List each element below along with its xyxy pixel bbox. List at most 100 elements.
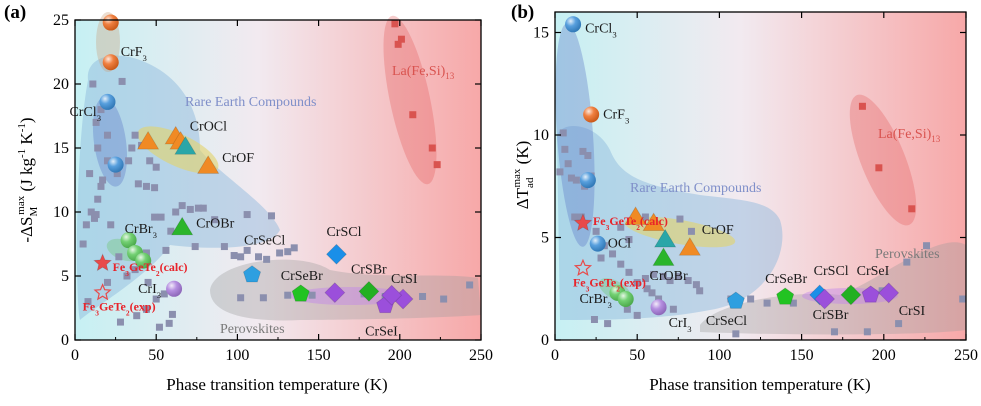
region-label-perovskites: Perovskites (875, 247, 940, 262)
material-label-crsei: CrSeI (857, 264, 890, 279)
marker-material-shine (102, 14, 119, 31)
reference-point (643, 285, 651, 293)
reference-point (151, 213, 159, 221)
x-tick-label: 250 (954, 347, 978, 364)
reference-point (584, 152, 592, 159)
reference-point (186, 205, 194, 213)
reference-point (94, 144, 102, 152)
reference-point (103, 131, 111, 139)
x-axis-label-a: Phase transition temperature (K) (166, 375, 387, 394)
background-points-a (79, 20, 474, 331)
reference-point (397, 35, 405, 43)
reference-point (863, 328, 871, 336)
reference-point (567, 174, 575, 182)
reference-point (82, 221, 90, 229)
marker-cri3-shine (166, 280, 183, 297)
reference-point (284, 291, 292, 299)
reference-point (118, 77, 126, 85)
reference-point (895, 320, 903, 328)
panel-label-a: (a) (4, 2, 26, 23)
reference-point (84, 298, 92, 306)
marker-crof (678, 236, 702, 256)
reference-point (86, 170, 94, 178)
reference-point (625, 236, 633, 244)
marker-material-shine (579, 172, 596, 189)
material-label-ocl: OCl (608, 237, 631, 252)
reference-point (923, 242, 931, 250)
region-shapes-b (555, 23, 966, 335)
marker-crsebr (776, 287, 795, 305)
axes-a: 0 50 100 150 200 250 0 5 10 15 20 25 (53, 12, 493, 364)
y-tick-label: 5 (61, 268, 69, 285)
reference-point (243, 246, 251, 254)
reference-point (419, 292, 427, 300)
marker-fe3gete2-exp (573, 258, 593, 276)
reference-point (263, 255, 271, 263)
y-tick-label: 10 (533, 127, 549, 144)
marker-crsbr (358, 280, 380, 302)
material-labels-b: CrCl3CrF3OClFe3GeTe2(calc)Fe3GeTe2(exp)C… (573, 21, 926, 334)
reference-point (211, 216, 219, 224)
reference-point (692, 281, 700, 289)
reference-point (79, 240, 87, 248)
reference-point (144, 278, 152, 286)
reference-point (571, 213, 579, 221)
region-label-perovskites: Perovskites (220, 322, 285, 337)
marker-crcl3-shine (99, 93, 116, 110)
reference-point (696, 287, 704, 295)
reference-point (116, 318, 124, 326)
marker-crsei (861, 285, 880, 303)
reference-point (789, 299, 797, 307)
reference-point (113, 170, 121, 178)
reference-point (684, 277, 692, 285)
reference-point (167, 227, 175, 235)
marker-crf3-shine (102, 54, 119, 71)
reference-point (561, 145, 569, 153)
x-tick-label: 100 (707, 347, 731, 364)
y-tick-label: 0 (61, 332, 69, 349)
marker-fe3gete2-calc (93, 253, 113, 272)
marker-material (840, 284, 862, 306)
reference-point (133, 312, 141, 320)
reference-point (590, 316, 598, 323)
y-tick-label: 15 (53, 140, 69, 157)
material-label-crbr3: CrBr3 (579, 292, 611, 310)
region-label-la-fe-si: La(Fe,Si)13 (392, 64, 455, 81)
reference-point (641, 213, 649, 221)
reference-point (433, 161, 441, 169)
reference-point (633, 279, 641, 287)
marker-cri3-shine (650, 299, 667, 316)
reference-point (676, 215, 684, 223)
marker-fe3gete2-calc (573, 213, 593, 232)
material-label-crscl: CrSCl (326, 225, 361, 240)
y-axis-label-a: -ΔSMmax (J kg-1 K-1) (15, 117, 40, 242)
marker-crobr (652, 247, 675, 266)
marker-crscl (325, 243, 347, 265)
marker-crsecl (726, 291, 745, 309)
reference-point (666, 277, 674, 285)
reference-point (466, 281, 474, 289)
reference-point (243, 211, 251, 219)
y-tick-label: 20 (53, 76, 69, 93)
reference-point (655, 295, 663, 303)
marker-crsbr (814, 288, 836, 310)
marker-material (653, 228, 677, 248)
material-label-fe3gete2-calc: Fe3GeTe2(calc) (113, 260, 188, 278)
reference-point (641, 275, 649, 282)
reference-point (572, 176, 580, 184)
marker-material-shine (135, 252, 152, 269)
reference-point (199, 204, 207, 212)
reference-point (103, 157, 111, 165)
reference-point (103, 278, 111, 286)
reference-point (172, 208, 180, 216)
marker-material (642, 212, 665, 232)
reference-point (99, 176, 107, 184)
material-label-crf3: CrF3 (121, 45, 147, 63)
material-label-crcl3: CrCl3 (69, 105, 101, 123)
reference-point (633, 311, 641, 319)
material-label-crof: CrOF (222, 151, 254, 166)
materials-a (93, 14, 414, 314)
reference-point (194, 204, 202, 212)
material-label-crsei: CrSeI (365, 324, 398, 339)
reference-point (674, 272, 682, 280)
